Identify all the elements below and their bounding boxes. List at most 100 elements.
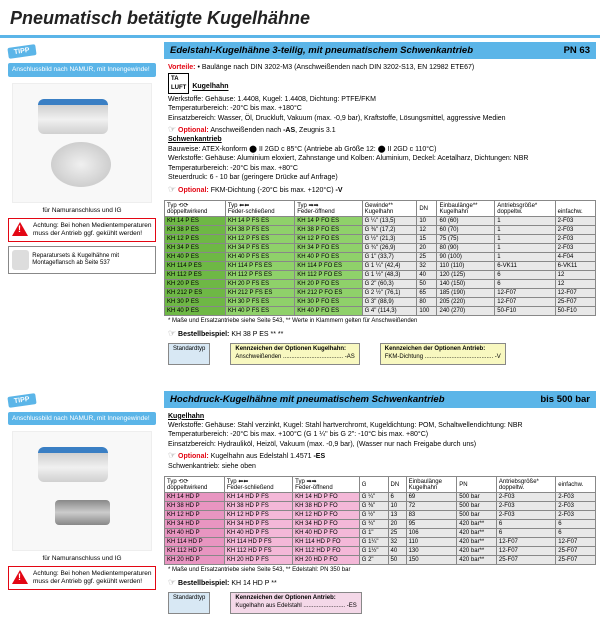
table-cell: KH 40 P FS ES — [225, 307, 294, 316]
spec-block-2: Kugelhahn Werkstoffe: Gehäuse: Stahl ver… — [164, 409, 596, 475]
table-row: KH 40 P ESKH 40 P FS ESKH 40 P FO ESG 1"… — [165, 253, 596, 262]
table-cell: KH 34 P FS ES — [225, 244, 294, 253]
table-cell: KH 40 P FO ES — [295, 307, 362, 316]
table-cell: 50-F10 — [555, 307, 595, 316]
footnote-1: * Maße und Ersatzantriebe siehe Seite 54… — [164, 316, 596, 326]
table-cell: 500 bar — [457, 502, 497, 511]
table-cell: 20 — [417, 244, 437, 253]
table-cell: 32 — [388, 538, 406, 547]
table-cell: G 3" (88,9) — [362, 298, 417, 307]
table-cell: G 1" (33,7) — [362, 253, 417, 262]
order-code: KH 38 P ES ** ** — [231, 331, 283, 338]
data-table-2: Typ ⟲⟳doppeltwirkendTyp ⬅⬅Feder-schließe… — [164, 476, 596, 565]
table-cell: G ¾" — [359, 520, 388, 529]
temp-2: Temperaturbereich: -20°C bis max. +80°C — [168, 164, 592, 173]
table-row: KH 30 P ESKH 30 P FS ESKH 30 P FO ESG 3"… — [165, 298, 596, 307]
table-row: KH 40 HD PKH 40 HD P FSKH 40 HD P FOG 1"… — [165, 529, 596, 538]
table-cell: 12-F07 — [495, 289, 555, 298]
table-cell: 106 — [406, 529, 457, 538]
warning-icon — [12, 570, 30, 586]
table-row: KH 112 P ESKH 112 P FS ESKH 112 P FO ESG… — [165, 271, 596, 280]
callout-row-1: Standardtyp Kennzeichen der Optionen Kug… — [164, 341, 596, 367]
table-cell: 12 — [417, 226, 437, 235]
table-cell: KH 112 P FS ES — [225, 271, 294, 280]
table-row: KH 20 HD PKH 20 HD P FSKH 20 HD P FOG 2"… — [165, 556, 596, 565]
table-header: Antriebsgröße*doppeltw. — [496, 477, 555, 493]
table-cell: G ⅜" — [359, 502, 388, 511]
table-cell: 6 — [388, 493, 406, 502]
image-caption-2: für Namuranschluss und IG — [8, 555, 156, 562]
callout-kugelhahn-opt: Kennzeichen der Optionen Kugelhahn:Ansch… — [230, 343, 359, 365]
table-cell: 15 — [417, 235, 437, 244]
table-cell: 12 — [555, 271, 595, 280]
table-cell: KH 14 P FS ES — [225, 217, 294, 226]
table-cell: 95 — [406, 520, 457, 529]
kh-label: Kugelhahn — [192, 84, 228, 91]
left-column-2: TIPP Anschlussbild nach NAMUR, mit Innen… — [4, 391, 164, 616]
table-cell: 12-F07 — [495, 298, 555, 307]
table-cell: KH 14 HD P FS — [224, 493, 292, 502]
table-cell: 2-F03 — [556, 502, 596, 511]
table-cell: KH 114 P FS ES — [225, 262, 294, 271]
table-cell: KH 112 P FO ES — [295, 271, 362, 280]
finger-icon: ☞ — [168, 184, 176, 194]
table-cell: KH 40 P ES — [165, 253, 226, 262]
table-cell: KH 112 HD P FS — [224, 547, 292, 556]
table-cell: KH 20 P FO ES — [295, 280, 362, 289]
table-cell: 4-F04 — [555, 253, 595, 262]
table-header: G — [359, 477, 388, 493]
table-cell: KH 40 P ES — [165, 307, 226, 316]
table-cell: 6-VK11 — [495, 262, 555, 271]
table-cell: KH 40 P FS ES — [225, 253, 294, 262]
callout-antrieb-opt: Kennzeichen der Optionen Antrieb:Kugelha… — [230, 592, 361, 614]
table-cell: 110 (110) — [437, 262, 495, 271]
werkstoffe-3: Werkstoffe: Gehäuse: Stahl verzinkt, Kug… — [168, 421, 592, 430]
table-header: Typ ⬅⬅Feder-schließend — [224, 477, 292, 493]
table-cell: KH 40 HD P FS — [224, 529, 292, 538]
product-image-2 — [12, 431, 152, 551]
table-cell: KH 30 P ES — [165, 298, 226, 307]
table-cell: 6-VK11 — [555, 262, 595, 271]
table-header: einfachw. — [555, 201, 595, 217]
callout-row-2: Standardtyp Kennzeichen der Optionen Ant… — [164, 590, 596, 616]
kh-label: Kugelhahn — [168, 413, 204, 420]
image-caption-1: für Namuranschluss und IG — [8, 207, 156, 214]
table-cell: KH 20 P ES — [165, 280, 226, 289]
table-header: Einbaulänge**Kugelhahn — [437, 201, 495, 217]
spare-text: Reparatursets & Kugelhähne mit Montagefl… — [32, 253, 152, 267]
table-cell: 80 (90) — [437, 244, 495, 253]
table-cell: KH 114 P ES — [165, 262, 226, 271]
section-1: TIPP Anschlussbild nach NAMUR, mit Innen… — [0, 38, 600, 371]
spare-icon — [12, 250, 29, 270]
table-cell: KH 20 HD P FS — [224, 556, 292, 565]
table-header: EinbaulängeKugelhahn — [406, 477, 457, 493]
temp-3: Temperaturbereich: -20°C bis max. +100°C… — [168, 430, 592, 439]
table-cell: G ½" (21,3) — [362, 235, 417, 244]
table-header: DN — [417, 201, 437, 217]
table-cell: G ¼" — [359, 493, 388, 502]
table-cell: KH 112 HD P FO — [293, 547, 360, 556]
table-cell: 420 bar** — [457, 538, 497, 547]
table-cell: KH 14 P FO ES — [295, 217, 362, 226]
spec-block-1: Vorteile: • Baulänge nach DIN 3202-M3 (A… — [164, 60, 596, 198]
table-cell: KH 114 P FO ES — [295, 262, 362, 271]
warning-text: Achtung: Bei hohen Medientemperaturen mu… — [33, 570, 152, 586]
table-cell: 150 — [406, 556, 457, 565]
table-cell: KH 30 P FS ES — [225, 298, 294, 307]
optional-label: Optional: — [178, 187, 209, 194]
table-row: KH 20 P ESKH 20 P FS ESKH 20 P FO ESG 2"… — [165, 280, 596, 289]
table-cell: G 1 ¼" (42,4) — [362, 262, 417, 271]
table-cell: 25 — [417, 253, 437, 262]
table-cell: KH 14 P ES — [165, 217, 226, 226]
table-cell: 12-F07 — [496, 538, 555, 547]
section-2: TIPP Anschlussbild nach NAMUR, mit Innen… — [0, 387, 600, 620]
table-header: Gewinde**Kugelhahn — [362, 201, 417, 217]
opt1-text: Anschweißenden nach -AS, Zeugnis 3.1 — [210, 127, 335, 134]
table-cell: 25-F07 — [555, 298, 595, 307]
table-cell: G 1½" — [359, 547, 388, 556]
table-cell: G ⅜" (17,2) — [362, 226, 417, 235]
table-row: KH 38 P ESKH 38 P FS ESKH 38 P FO ESG ⅜"… — [165, 226, 596, 235]
warning-text: Achtung: Bei hohen Medientemperaturen mu… — [33, 222, 152, 238]
table-cell: KH 38 P FS ES — [225, 226, 294, 235]
table-cell: KH 34 HD P — [165, 520, 225, 529]
